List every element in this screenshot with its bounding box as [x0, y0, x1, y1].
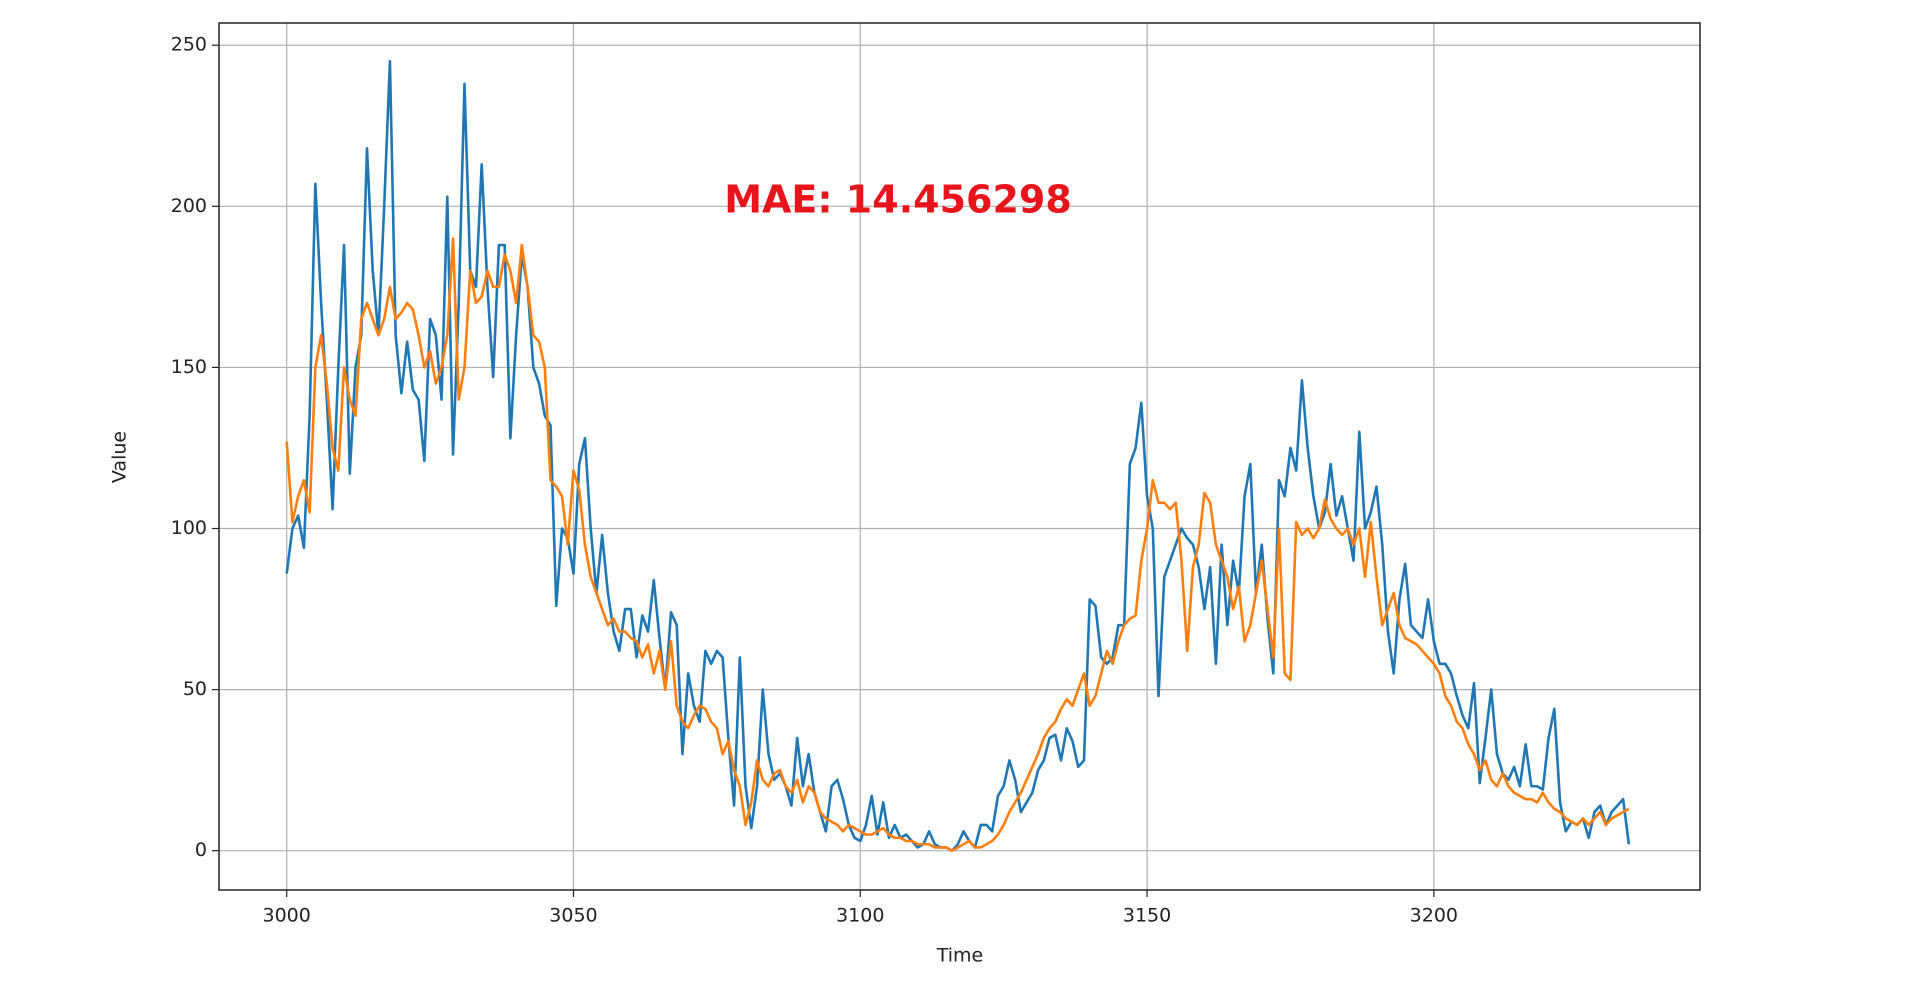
data-line: [285, 237, 1630, 852]
y-tick-label: 50: [183, 678, 207, 700]
y-axis-label: Value: [109, 431, 131, 483]
y-tick-label: 250: [171, 34, 207, 56]
y-tick-label: 150: [171, 356, 207, 378]
x-tick-label: 3200: [1410, 905, 1458, 927]
y-tick-label: 0: [195, 839, 207, 861]
x-axis-label: Time: [936, 945, 984, 967]
annotation: MAE: 14.456298: [724, 178, 1072, 222]
y-tick-label: 200: [171, 195, 207, 217]
x-tick-label: 3050: [549, 905, 597, 927]
plot-frame: [218, 22, 1701, 891]
y-tick-label: 100: [171, 517, 207, 539]
x-tick-label: 3150: [1123, 905, 1171, 927]
data-line: [285, 60, 1631, 852]
x-tick-label: 3000: [263, 905, 311, 927]
x-tick-label: 3100: [836, 905, 884, 927]
